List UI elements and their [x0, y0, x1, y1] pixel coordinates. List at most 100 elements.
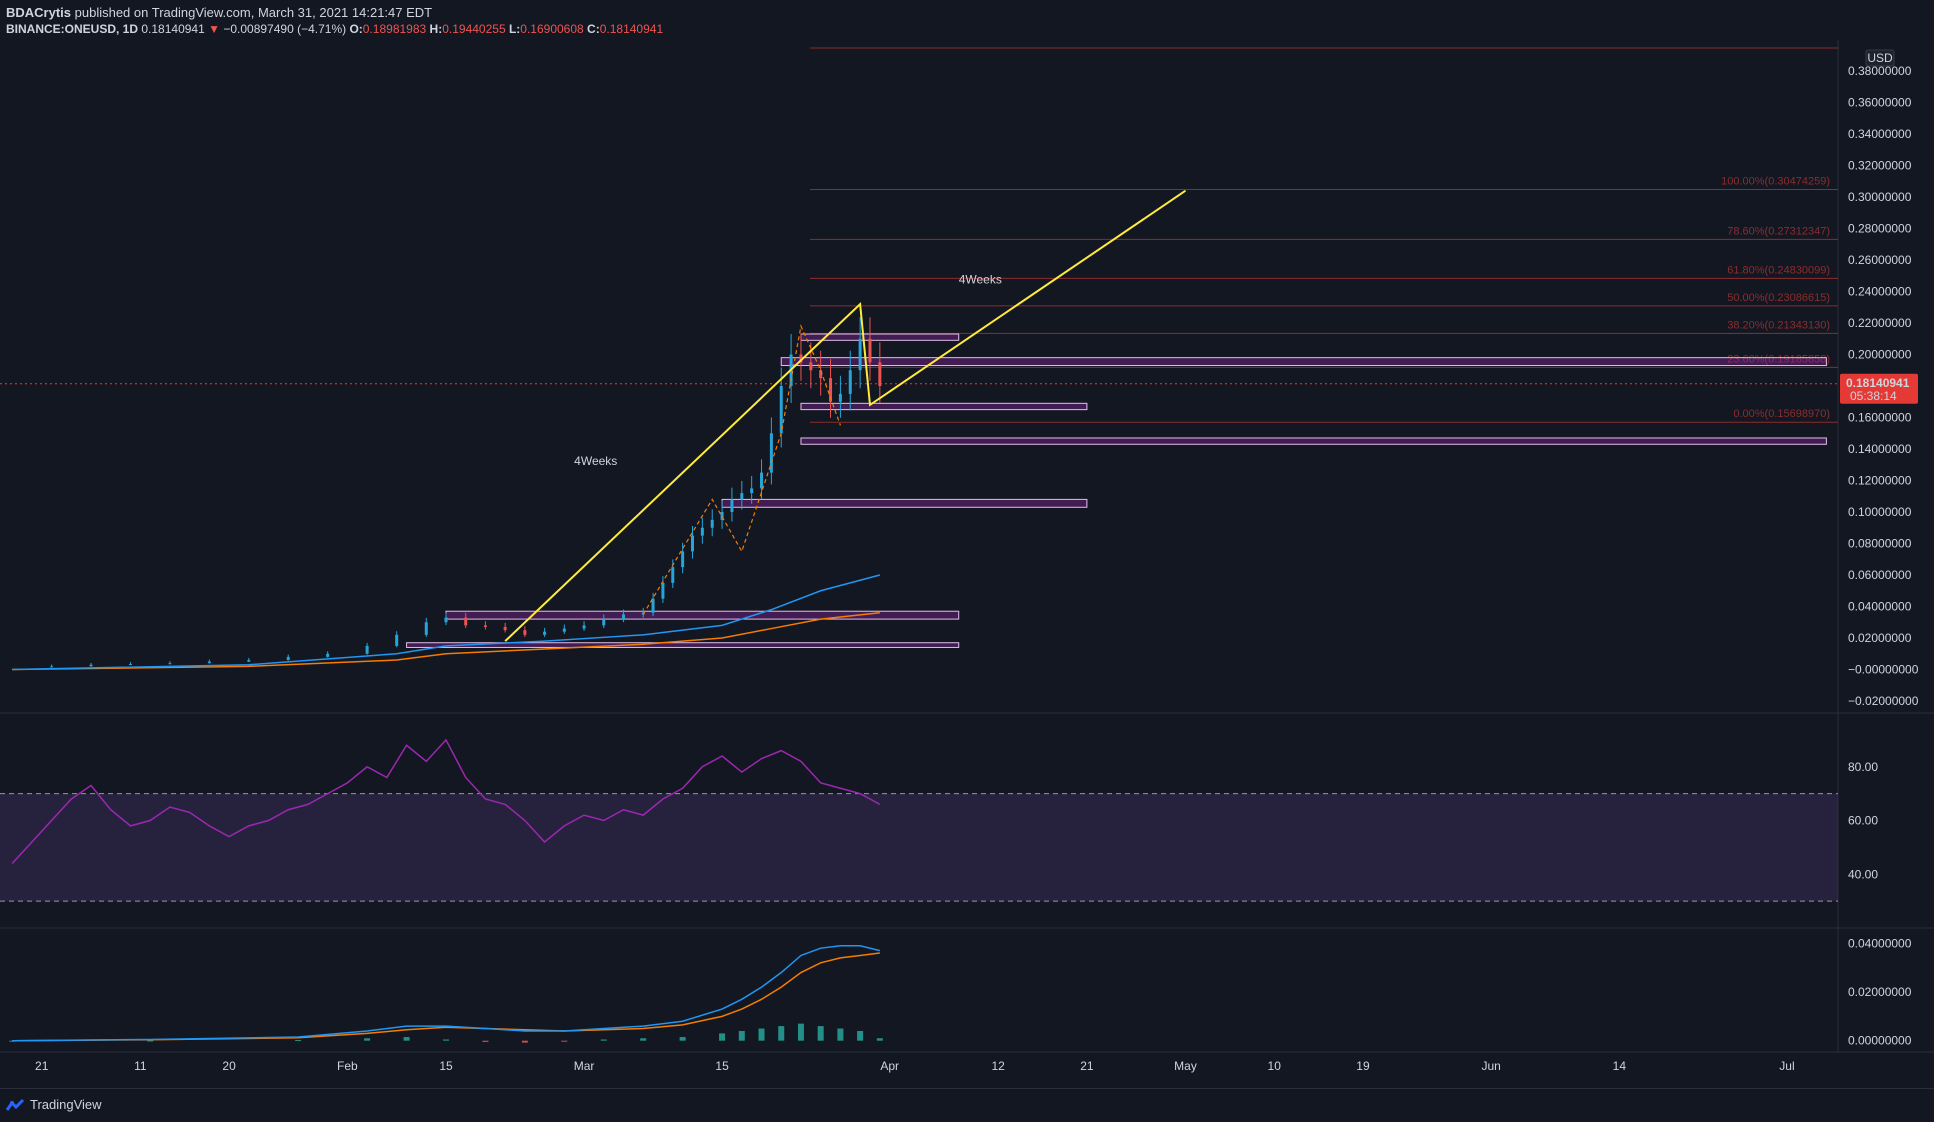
candle-body	[483, 625, 487, 627]
price-tick-label: 0.06000000	[1848, 568, 1912, 582]
macd-histogram-bar	[837, 1028, 844, 1041]
candle-body	[326, 653, 330, 657]
candle-body	[700, 527, 704, 536]
price-change: −0.00897490 (−4.71%)	[223, 22, 347, 36]
candle-body	[424, 622, 428, 635]
price-chart[interactable]: 0.38000000 0.36000000 0.34000000 0.32000000…	[0, 40, 1934, 1088]
tradingview-logo-icon	[6, 1098, 24, 1111]
time-tick-label: 10	[1268, 1059, 1282, 1073]
fib-level-label: 23.60%(0.19185858)	[1727, 353, 1830, 365]
time-tick-label: Jul	[1779, 1059, 1794, 1073]
support-resistance-zone	[445, 610, 960, 620]
time-tick-label: 20	[222, 1059, 236, 1073]
price-tick-label: 0.12000000	[1848, 474, 1912, 488]
price-tick-label: 0.28000000	[1848, 222, 1912, 236]
support-resistance-zone	[800, 402, 1088, 411]
current-price-tag	[1840, 373, 1918, 404]
fib-level-label: 38.20%(0.21343130)	[1727, 319, 1830, 331]
author-name[interactable]: BDACrytis	[6, 5, 72, 20]
published-text: published on TradingView.com, March 31, …	[71, 5, 433, 20]
macd-signal-line	[12, 952, 880, 1042]
candle-body	[681, 551, 685, 568]
symbol-label[interactable]: BINANCE:ONEUSD, 1D	[6, 22, 139, 36]
price-tick-label: 0.20000000	[1848, 348, 1912, 362]
macd-histogram-bar	[482, 1040, 489, 1042]
candle-body	[128, 663, 132, 665]
candle-body	[503, 626, 507, 631]
time-tick-label: 21	[1080, 1059, 1094, 1073]
candle-body	[168, 663, 172, 665]
weeks-annotation: 4Weeks	[574, 454, 617, 468]
price-tick-label: 0.34000000	[1848, 127, 1912, 141]
candle-body	[523, 630, 527, 635]
macd-histogram-bar	[817, 1026, 824, 1041]
price-tick-label: 0.14000000	[1848, 442, 1912, 456]
candle-body	[710, 519, 714, 528]
down-arrow-icon: ▼	[208, 22, 220, 36]
candle-body	[89, 664, 93, 667]
close-label: C:	[587, 22, 600, 36]
price-tick-label: 0.26000000	[1848, 253, 1912, 267]
moving-average-fast-line	[12, 574, 881, 671]
tradingview-logo[interactable]: TradingView	[6, 1097, 102, 1112]
candle-body	[671, 567, 675, 583]
open-label: O:	[349, 22, 363, 36]
candle-body	[50, 666, 54, 668]
candle-body	[838, 393, 842, 402]
macd-histogram-bar	[738, 1030, 745, 1041]
rsi-band-fill	[0, 793, 1838, 902]
macd-histogram-bar	[640, 1038, 647, 1041]
price-tick-label: 0.16000000	[1848, 411, 1912, 425]
macd-histogram-bar	[600, 1039, 607, 1041]
brand-name: TradingView	[30, 1097, 102, 1112]
macd-tick-label: 0.00000000	[1848, 1034, 1912, 1048]
macd-histogram-bar	[443, 1039, 449, 1041]
candle-body	[464, 617, 468, 626]
fib-level-label: 78.60%(0.27312347)	[1727, 225, 1830, 237]
macd-tick-label: 0.04000000	[1848, 936, 1912, 950]
candle-body	[651, 598, 655, 613]
candle-body	[769, 433, 773, 473]
candle-body	[730, 499, 734, 512]
price-tick-label: −0.00000000	[1848, 663, 1919, 677]
time-tick-label: Mar	[574, 1059, 595, 1073]
time-tick-label: 21	[35, 1059, 49, 1073]
candle-body	[868, 338, 872, 363]
rsi-tick-label: 40.00	[1848, 867, 1878, 881]
time-tick-label: May	[1174, 1059, 1197, 1073]
time-tick-label: 12	[991, 1059, 1005, 1073]
ohlc-line: BINANCE:ONEUSD, 1D 0.18140941 ▼ −0.00897…	[6, 22, 663, 36]
low-label: L:	[508, 22, 521, 36]
chart-header: BDACrytis published on TradingView.com, …	[0, 0, 1934, 40]
swing-path-line	[642, 324, 841, 615]
macd-histogram-bar	[778, 1026, 785, 1041]
close-value: 0.18140941	[599, 22, 664, 36]
time-tick-label: Feb	[337, 1059, 358, 1073]
fib-level-label: 0.00%(0.15698970)	[1733, 408, 1830, 420]
fib-level-label: 50.00%(0.23086615)	[1727, 292, 1830, 304]
price-tick-label: −0.02000000	[1848, 694, 1919, 708]
fib-level-label: 100.00%(0.30474259)	[1721, 176, 1830, 188]
publish-line: BDACrytis published on TradingView.com, …	[6, 5, 432, 20]
time-tick-label: 15	[439, 1059, 453, 1073]
macd-histogram-bar	[561, 1040, 568, 1042]
rsi-tick-label: 60.00	[1848, 814, 1878, 828]
bar-countdown: 05:38:14	[1850, 389, 1897, 403]
currency-label: USD	[1867, 51, 1893, 65]
candle-body	[562, 628, 566, 632]
candle-body	[207, 661, 211, 664]
time-tick-label: 19	[1356, 1059, 1370, 1073]
macd-histogram-bar	[295, 1039, 302, 1041]
macd-histogram-bar	[719, 1033, 726, 1041]
time-tick-label: 15	[715, 1059, 729, 1073]
macd-histogram-bar	[521, 1040, 528, 1043]
candle-body	[848, 370, 852, 394]
high-label: H:	[429, 22, 443, 36]
support-resistance-zone	[780, 357, 1827, 367]
weeks-annotation: 4Weeks	[959, 273, 1002, 287]
candle-body	[543, 631, 547, 635]
candle-body	[819, 370, 823, 379]
rsi-line	[11, 738, 881, 865]
price-tick-label: 0.36000000	[1848, 96, 1912, 110]
macd-line	[12, 944, 881, 1042]
